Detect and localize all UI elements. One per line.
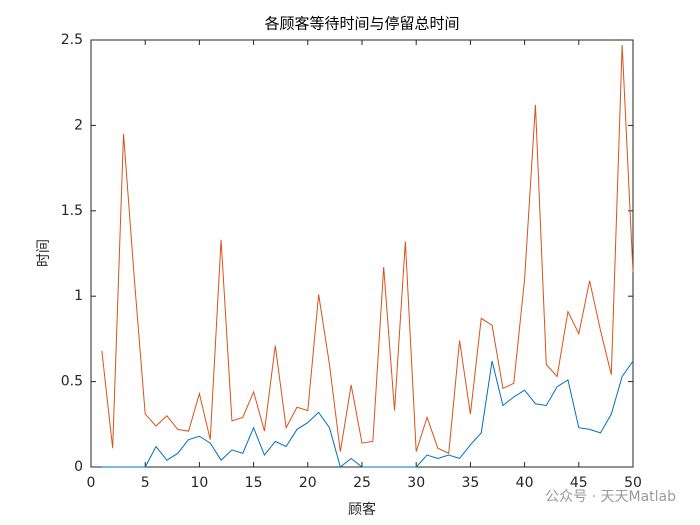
line-series [101,45,634,455]
x-tick-label: 15 [245,475,263,491]
x-tick-label: 45 [570,475,588,491]
x-tick-label: 35 [461,475,479,491]
watermark: 公众号 · 天天Matlab [545,489,676,505]
y-tick-label: 2 [74,117,83,133]
x-tick-label: 30 [407,475,425,491]
y-tick-label: 2.5 [61,32,83,48]
line-series [101,360,634,468]
x-tick-label: 0 [87,475,96,491]
y-tick-label: 0.5 [61,374,83,390]
x-tick-label: 40 [516,475,534,491]
y-tick-label: 1 [74,288,83,304]
x-axis-label: 顾客 [348,501,376,518]
x-tick-label: 25 [353,475,371,491]
x-tick-label: 10 [190,475,208,491]
chart-title: 各顾客等待时间与停留总时间 [264,15,459,33]
y-axis-label: 时间 [36,239,52,267]
x-tick-label: 5 [141,475,150,491]
y-tick-label: 1.5 [61,203,83,219]
x-tick-label: 50 [624,475,642,491]
x-tick-label: 20 [299,475,317,491]
y-tick-label: 0 [74,459,83,475]
